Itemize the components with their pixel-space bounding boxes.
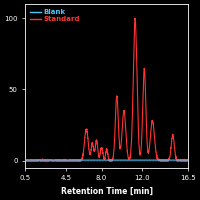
X-axis label: Retention Time [min]: Retention Time [min] xyxy=(61,187,153,196)
Legend: Blank, Standard: Blank, Standard xyxy=(29,8,81,24)
